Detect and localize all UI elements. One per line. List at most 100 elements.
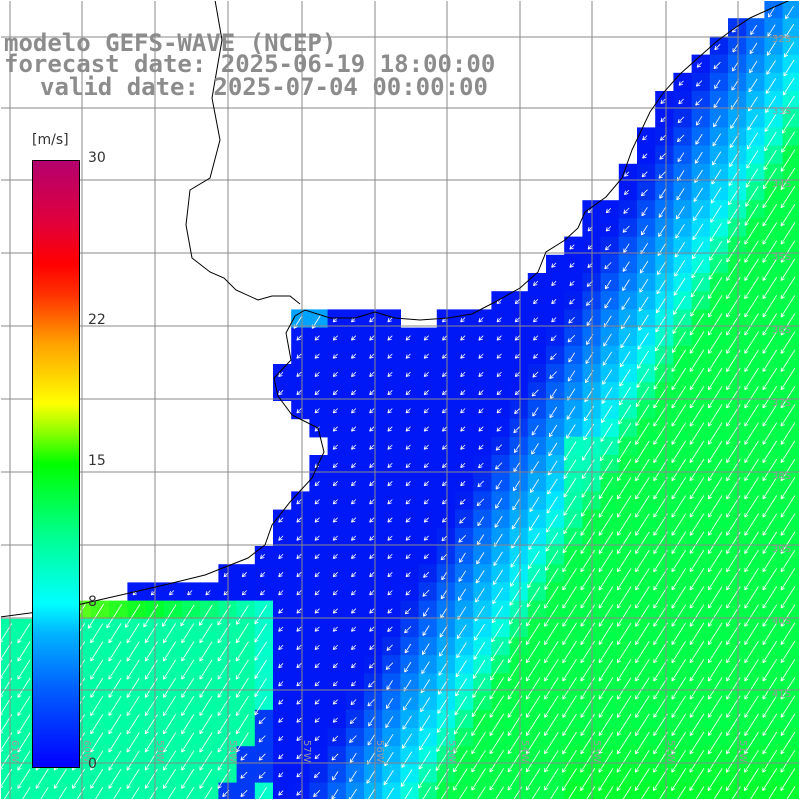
wind-cell <box>182 709 201 729</box>
wind-cell <box>291 527 310 547</box>
wind-cell <box>491 546 511 565</box>
wind-arrow <box>653 386 668 409</box>
wind-cell <box>509 618 529 638</box>
wind-cell <box>273 364 292 383</box>
wind-arrow <box>240 771 248 779</box>
wind-cell <box>345 418 365 438</box>
wind-cell <box>600 455 620 474</box>
wind-arrow <box>780 276 796 300</box>
colorbar <box>32 160 80 768</box>
wind-cell <box>455 455 474 474</box>
wind-arrow <box>653 768 668 791</box>
wind-arrow <box>181 695 195 717</box>
wind-arrow <box>278 772 284 778</box>
wind-arrow <box>635 549 650 573</box>
wind-arrow <box>199 641 213 662</box>
wind-arrow <box>713 786 723 800</box>
wind-arrow <box>368 680 375 688</box>
wind-cell <box>364 455 383 474</box>
wind-cell <box>273 582 292 602</box>
wind-arrow <box>780 204 796 227</box>
wind-arrow <box>605 208 611 214</box>
wind-cell <box>728 182 747 201</box>
wind-arrow <box>423 481 429 487</box>
wind-arrow <box>707 367 723 391</box>
wind-arrow <box>762 404 778 427</box>
wind-arrow <box>387 572 393 578</box>
wind-arrow <box>314 481 320 487</box>
wind-arrow <box>126 714 140 735</box>
wind-arrow <box>692 241 704 260</box>
wind-arrow <box>439 624 449 638</box>
wind-arrow <box>707 749 723 773</box>
wind-cell <box>728 218 747 238</box>
wind-arrow <box>653 440 668 463</box>
wind-arrow <box>707 568 723 591</box>
wind-arrow <box>616 477 632 500</box>
wind-cell <box>418 600 438 620</box>
wind-arrow <box>143 604 159 628</box>
wind-arrow <box>332 717 338 723</box>
wind-arrow <box>671 768 687 791</box>
wind-arrow <box>637 332 649 350</box>
wind-arrow <box>203 786 213 800</box>
wind-cell <box>291 618 310 638</box>
wind-cell <box>455 364 474 383</box>
wind-cell <box>455 637 474 656</box>
wind-cell <box>564 473 583 492</box>
wind-arrow <box>694 786 705 800</box>
wind-arrow <box>404 661 412 673</box>
wind-arrow <box>660 135 666 141</box>
country-border <box>185 0 301 305</box>
wind-arrow <box>616 604 632 627</box>
wind-cell <box>418 509 438 529</box>
wind-arrow <box>296 754 302 760</box>
longitude-label: 53W <box>591 740 602 763</box>
wind-arrow <box>710 205 722 223</box>
wind-cell <box>618 163 638 183</box>
wind-arrow <box>598 659 614 682</box>
wind-cell <box>436 509 456 529</box>
wind-cell <box>473 382 492 401</box>
wind-cell <box>309 382 329 401</box>
wind-cell <box>564 345 583 365</box>
wind-cell <box>728 127 747 147</box>
wind-cell <box>400 691 420 711</box>
wind-cell <box>236 637 256 656</box>
wind-cell <box>18 764 37 784</box>
wind-arrow <box>689 422 705 445</box>
wind-cell <box>637 382 656 401</box>
wind-cell <box>345 527 365 547</box>
wind-arrow <box>369 535 375 541</box>
wind-arrow <box>369 644 375 650</box>
wind-arrow <box>387 481 393 487</box>
wind-cell <box>0 673 19 693</box>
wind-cell <box>327 327 347 347</box>
wind-arrow <box>199 695 213 717</box>
wind-cell <box>327 382 347 401</box>
wind-arrow <box>199 750 213 771</box>
wind-cell <box>327 655 347 674</box>
wind-arrow <box>441 571 448 581</box>
wind-arrow <box>693 205 704 222</box>
wind-arrow <box>762 313 778 336</box>
wind-cell <box>400 509 420 529</box>
wind-cell <box>527 345 547 365</box>
wind-arrow <box>405 408 411 414</box>
wind-arrow <box>653 659 668 682</box>
wind-cell <box>709 254 729 274</box>
wind-arrow <box>707 677 723 700</box>
wind-arrow <box>278 699 284 705</box>
wind-arrow <box>525 622 541 645</box>
wind-cell <box>655 127 674 147</box>
wind-cell <box>364 400 383 420</box>
wind-arrow <box>369 335 375 341</box>
wind-cell <box>436 637 456 656</box>
wind-arrow <box>780 586 796 609</box>
wind-arrow <box>495 497 503 509</box>
wind-arrow <box>17 659 31 680</box>
wind-arrow <box>108 659 122 680</box>
wind-arrow <box>672 331 686 353</box>
wind-cell <box>491 582 511 602</box>
